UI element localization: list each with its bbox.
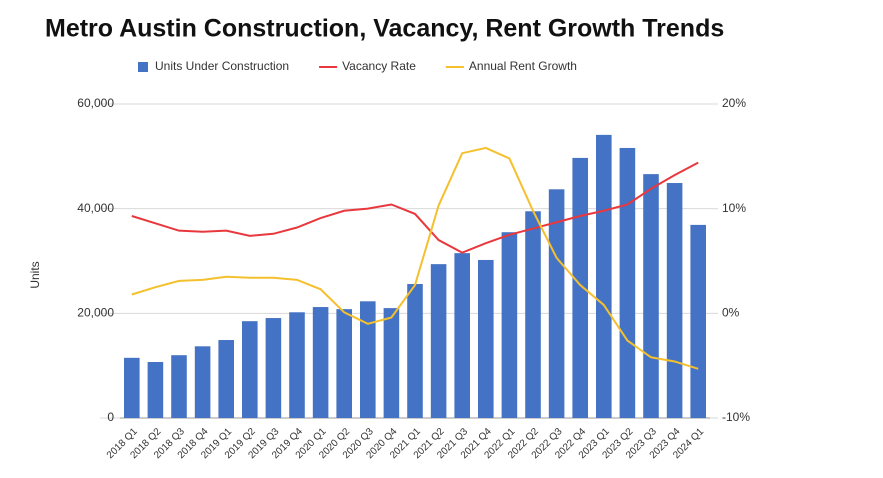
bar bbox=[572, 157, 588, 419]
bar bbox=[242, 321, 258, 418]
bar bbox=[690, 224, 706, 418]
bar bbox=[289, 312, 305, 418]
bar bbox=[336, 309, 352, 418]
y2-tick-label: -10% bbox=[722, 410, 750, 424]
bar bbox=[430, 264, 447, 418]
line bbox=[131, 161, 699, 254]
y-axis-title: Units bbox=[28, 261, 42, 288]
bar bbox=[454, 253, 470, 418]
bar bbox=[548, 189, 565, 418]
bar bbox=[666, 183, 683, 418]
y2-tick-label: 10% bbox=[722, 201, 746, 215]
bar bbox=[124, 357, 140, 418]
y-tick-label: 0 bbox=[107, 410, 114, 424]
bar bbox=[383, 308, 400, 418]
bar bbox=[407, 284, 423, 418]
legend-label: Units Under Construction bbox=[155, 59, 289, 73]
bar bbox=[501, 232, 518, 418]
bar bbox=[218, 340, 234, 418]
bar bbox=[194, 346, 211, 418]
bar bbox=[619, 147, 636, 418]
y-tick-label: 20,000 bbox=[77, 306, 114, 320]
bar bbox=[596, 134, 612, 419]
bar bbox=[312, 307, 329, 418]
legend-swatch bbox=[138, 62, 148, 72]
chart-title: Metro Austin Construction, Vacancy, Rent… bbox=[45, 15, 724, 43]
bar bbox=[478, 259, 494, 418]
bar bbox=[147, 362, 164, 418]
legend-label: Annual Rent Growth bbox=[469, 59, 577, 73]
y-tick-label: 60,000 bbox=[77, 96, 114, 110]
legend-label: Vacancy Rate bbox=[342, 59, 416, 73]
y2-tick-label: 20% bbox=[722, 96, 746, 110]
bar bbox=[171, 355, 187, 418]
y-tick-label: 40,000 bbox=[77, 201, 114, 215]
bar bbox=[360, 301, 376, 418]
line bbox=[131, 146, 699, 370]
bar bbox=[643, 174, 659, 418]
bar bbox=[525, 211, 541, 418]
y2-tick-label: 0% bbox=[722, 306, 740, 320]
bar bbox=[265, 318, 282, 418]
